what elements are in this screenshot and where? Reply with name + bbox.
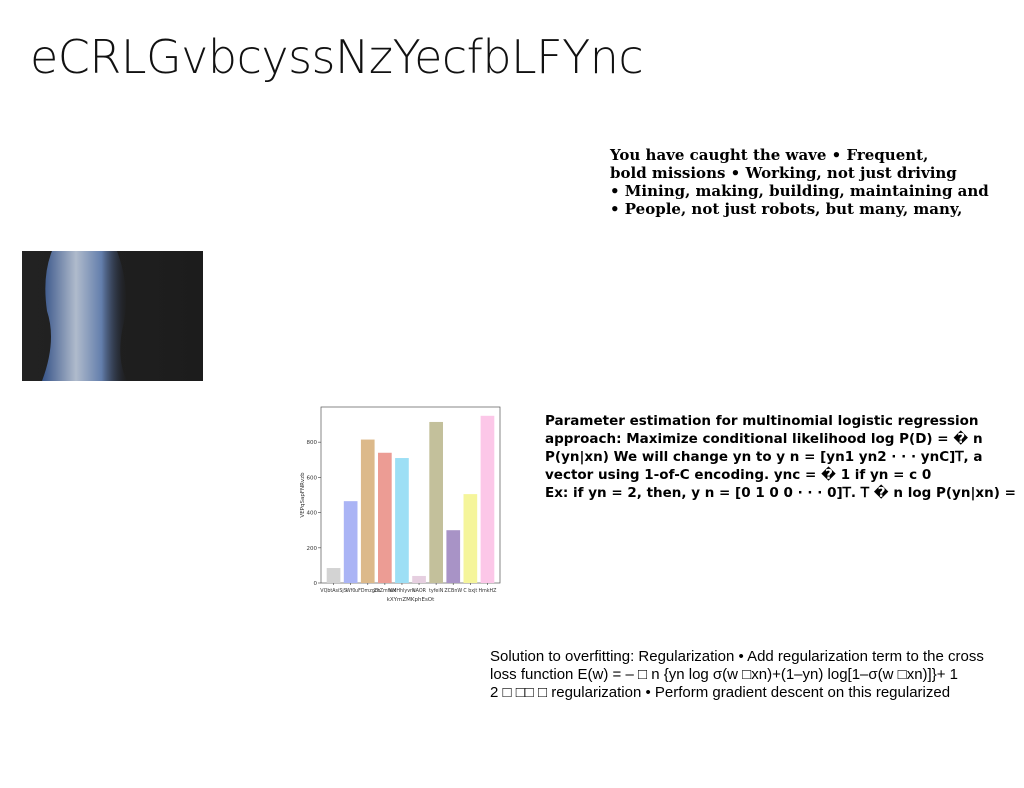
text-line: P(yn|xn) We will change yn to y n = [yn1… [545, 449, 983, 465]
text-block: Parameter estimation for multinomial log… [545, 412, 1016, 502]
x-tick-label: VQbtAsiSjS [320, 588, 347, 594]
x-tick-label: Wf0 [346, 588, 355, 594]
x-tick-label: tyfeiN [429, 588, 444, 594]
x-axis-label: kXYmZMKphEsOt [387, 597, 435, 603]
bar [343, 501, 358, 583]
text-line: Solution to overfitting: Regularization … [490, 648, 984, 665]
text-line: Ex: if yn = 2, then, y n = [0 1 0 0 · · … [545, 485, 1016, 501]
y-tick-label: 800 [307, 440, 318, 446]
y-tick-label: 0 [314, 581, 318, 587]
bar [412, 575, 426, 583]
y-tick-label: 200 [307, 546, 318, 552]
text-line: Parameter estimation for multinomial log… [545, 413, 979, 429]
y-axis-label: VEPqSapFNRvzb [300, 472, 306, 518]
bar [463, 494, 478, 583]
bar [378, 452, 392, 583]
bar [360, 439, 375, 583]
y-tick-label: 600 [307, 475, 318, 481]
text-line: approach: Maximize conditional likelihoo… [545, 431, 983, 447]
chart: 0 200 400 600 800 VQbtAsiSjS Wf0 uFDmzgchZkZmfw… [300, 406, 501, 603]
text-block: Solution to overfitting: Regularization … [490, 648, 984, 702]
text-line: • Mining, making, building, maintaining … [610, 182, 989, 200]
text-line: • People, not just robots, but many, man… [610, 200, 963, 218]
bar [326, 568, 341, 583]
slide-title: eCRLGvbcyssNzYecfbLFYnc [30, 30, 644, 84]
bar [480, 415, 495, 583]
x-tick-label: C bxjt [463, 588, 477, 594]
bar [446, 530, 461, 583]
x-tick-label: NAOR [412, 588, 427, 594]
bar [395, 458, 409, 583]
x-tick-label: HmkHZ [478, 588, 497, 594]
x-tick-label: uFDmzgch [355, 588, 380, 594]
text-line: loss function E(w) = – □ n {yn log σ(w □… [490, 666, 958, 683]
text-line: vector using 1-of-C encoding. ync = � 1 … [545, 467, 932, 483]
text-line: bold missions • Working, not just drivin… [610, 164, 957, 182]
y-tick-label: 400 [307, 511, 318, 517]
photo [22, 251, 203, 381]
text-block: You have caught the wave • Frequent, bold… [610, 146, 989, 218]
plot-frame [320, 406, 501, 584]
text-line: You have caught the wave • Frequent, [610, 146, 929, 164]
text-line: 2 □ □□ □ regularization • Perform gradie… [490, 684, 951, 701]
bar [429, 421, 443, 583]
x-tick-label: KMHhlyvrk [389, 588, 415, 594]
x-tick-label: ZkZmfwx [374, 588, 397, 594]
x-tick-label: ZCBnW [444, 588, 462, 594]
